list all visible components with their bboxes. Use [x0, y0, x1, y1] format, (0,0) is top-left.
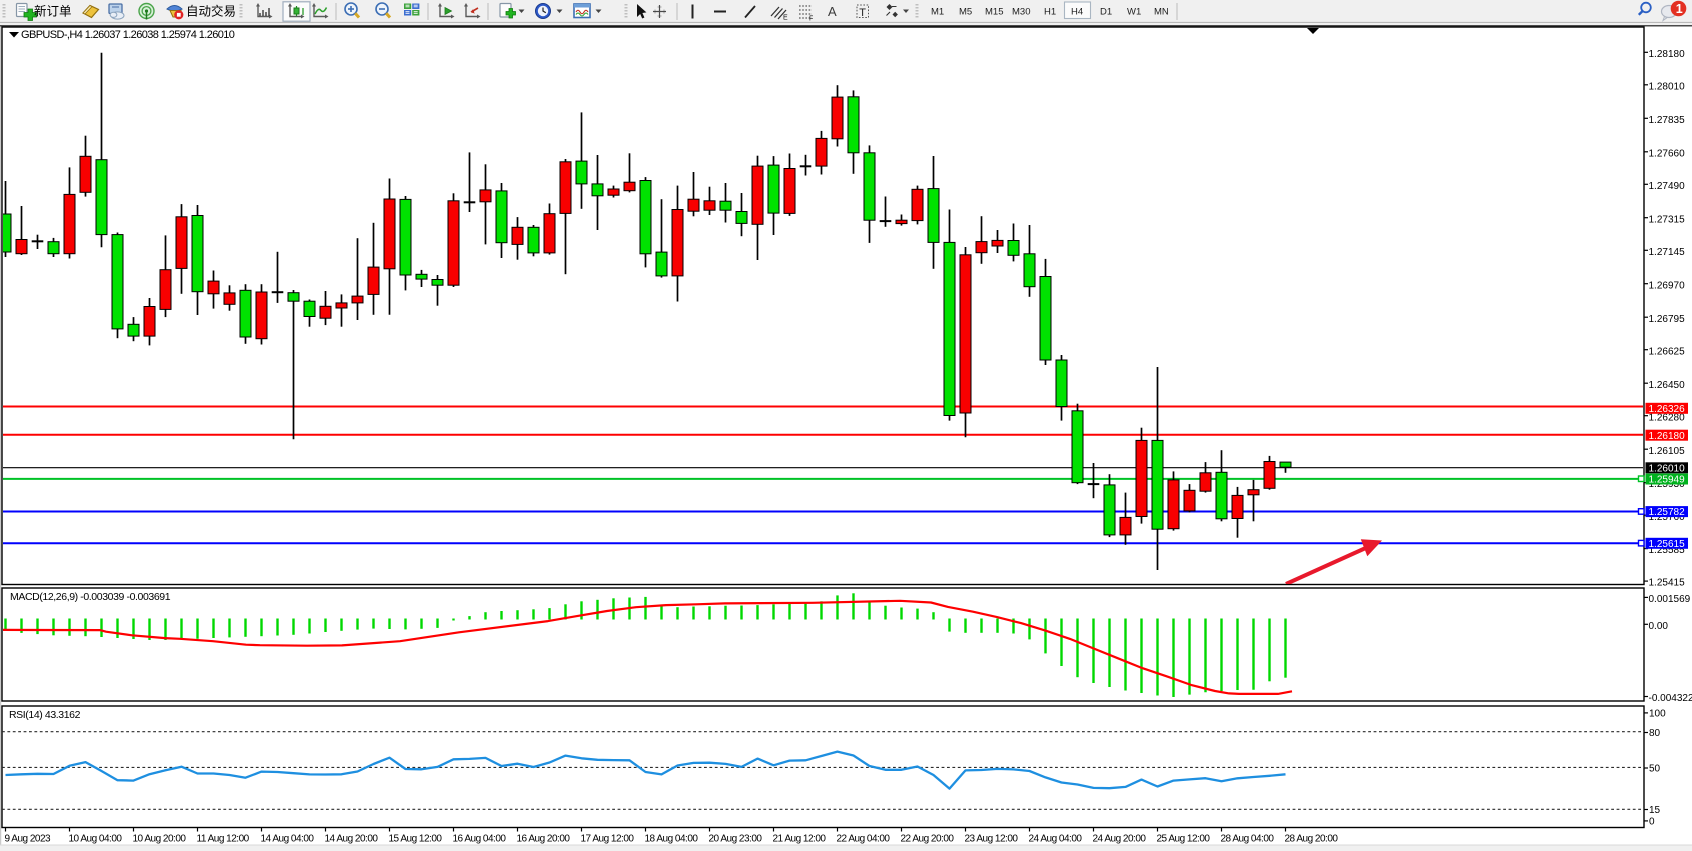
- svg-text:1.27145: 1.27145: [1649, 247, 1686, 258]
- svg-text:1.25760: 1.25760: [1649, 512, 1686, 523]
- svg-text:1.25585: 1.25585: [1649, 545, 1686, 556]
- svg-text:10 Aug 20:00: 10 Aug 20:00: [133, 833, 187, 844]
- svg-text:80: 80: [1649, 728, 1661, 739]
- svg-text:-0.004322: -0.004322: [1649, 693, 1692, 704]
- svg-text:1.26625: 1.26625: [1649, 346, 1686, 357]
- svg-text:W1: W1: [1127, 7, 1141, 18]
- svg-text:24 Aug 20:00: 24 Aug 20:00: [1093, 833, 1147, 844]
- svg-text:15 Aug 12:00: 15 Aug 12:00: [389, 833, 443, 844]
- svg-text:A: A: [828, 4, 837, 19]
- svg-text:9 Aug 2023: 9 Aug 2023: [5, 833, 52, 844]
- svg-text:50: 50: [1649, 764, 1661, 775]
- svg-text:1.26280: 1.26280: [1649, 412, 1686, 423]
- svg-text:0.001569: 0.001569: [1649, 594, 1691, 605]
- svg-text:0.00: 0.00: [1649, 621, 1669, 632]
- svg-text:14 Aug 04:00: 14 Aug 04:00: [261, 833, 315, 844]
- svg-text:16 Aug 04:00: 16 Aug 04:00: [453, 833, 507, 844]
- svg-text:H1: H1: [1044, 7, 1056, 18]
- svg-text:D1: D1: [1100, 7, 1112, 18]
- svg-text:28 Aug 20:00: 28 Aug 20:00: [1285, 833, 1339, 844]
- svg-text:H4: H4: [1071, 7, 1083, 18]
- svg-text:1.26450: 1.26450: [1649, 380, 1686, 391]
- svg-text:1: 1: [1676, 2, 1683, 16]
- svg-text:T: T: [859, 7, 866, 19]
- svg-text:M1: M1: [931, 7, 944, 18]
- svg-text:15: 15: [1649, 805, 1661, 816]
- svg-text:22 Aug 20:00: 22 Aug 20:00: [901, 833, 955, 844]
- svg-text:1.28180: 1.28180: [1649, 49, 1686, 60]
- svg-text:1.27835: 1.27835: [1649, 115, 1686, 126]
- svg-text:22 Aug 04:00: 22 Aug 04:00: [837, 833, 891, 844]
- svg-text:1.26105: 1.26105: [1649, 446, 1686, 457]
- svg-text:24 Aug 04:00: 24 Aug 04:00: [1029, 833, 1083, 844]
- svg-text:1.25415: 1.25415: [1649, 578, 1686, 589]
- svg-text:1.26795: 1.26795: [1649, 314, 1686, 325]
- svg-text:18 Aug 04:00: 18 Aug 04:00: [645, 833, 699, 844]
- svg-text:1.26010: 1.26010: [1649, 463, 1686, 474]
- svg-text:1.25782: 1.25782: [1649, 507, 1686, 518]
- svg-text:1.26970: 1.26970: [1649, 280, 1686, 291]
- svg-text:1.25615: 1.25615: [1649, 539, 1686, 550]
- svg-text:MACD(12,26,9) -0.003039 -0.003: MACD(12,26,9) -0.003039 -0.003691: [10, 591, 171, 603]
- svg-text:RSI(14) 43.3162: RSI(14) 43.3162: [9, 709, 81, 721]
- svg-text:M15: M15: [985, 7, 1003, 18]
- svg-text:17 Aug 12:00: 17 Aug 12:00: [581, 833, 635, 844]
- svg-text:16 Aug 20:00: 16 Aug 20:00: [517, 833, 571, 844]
- svg-text:10 Aug 04:00: 10 Aug 04:00: [69, 833, 123, 844]
- svg-text:1.27660: 1.27660: [1649, 148, 1686, 159]
- svg-text:1.28010: 1.28010: [1649, 81, 1686, 92]
- svg-text:28 Aug 04:00: 28 Aug 04:00: [1221, 833, 1275, 844]
- svg-text:0: 0: [1649, 817, 1655, 828]
- svg-text:F: F: [809, 16, 813, 23]
- svg-text:M30: M30: [1012, 7, 1030, 18]
- svg-text:14 Aug 20:00: 14 Aug 20:00: [325, 833, 379, 844]
- svg-text:23 Aug 12:00: 23 Aug 12:00: [965, 833, 1019, 844]
- svg-text:25 Aug 12:00: 25 Aug 12:00: [1157, 833, 1211, 844]
- svg-text:新订单: 新订单: [34, 4, 72, 19]
- svg-text:1.25930: 1.25930: [1649, 479, 1686, 490]
- svg-text:21 Aug 12:00: 21 Aug 12:00: [773, 833, 827, 844]
- svg-text:11 Aug 12:00: 11 Aug 12:00: [197, 833, 250, 844]
- svg-text:M5: M5: [959, 7, 972, 18]
- svg-text:20 Aug 23:00: 20 Aug 23:00: [709, 833, 763, 844]
- svg-text:MN: MN: [1154, 7, 1169, 18]
- svg-text:自动交易: 自动交易: [186, 4, 236, 19]
- svg-text:E: E: [783, 15, 788, 22]
- svg-text:1.26180: 1.26180: [1649, 431, 1686, 442]
- svg-text:100: 100: [1649, 709, 1666, 720]
- svg-text:GBPUSD-,H4 1.26037 1.26038 1.: GBPUSD-,H4 1.26037 1.26038 1.25974 1.260…: [21, 29, 235, 41]
- svg-text:1.27490: 1.27490: [1649, 181, 1686, 192]
- svg-text:1.26326: 1.26326: [1649, 404, 1686, 415]
- svg-text:1.27315: 1.27315: [1649, 214, 1686, 225]
- svg-text:1.25949: 1.25949: [1649, 475, 1686, 486]
